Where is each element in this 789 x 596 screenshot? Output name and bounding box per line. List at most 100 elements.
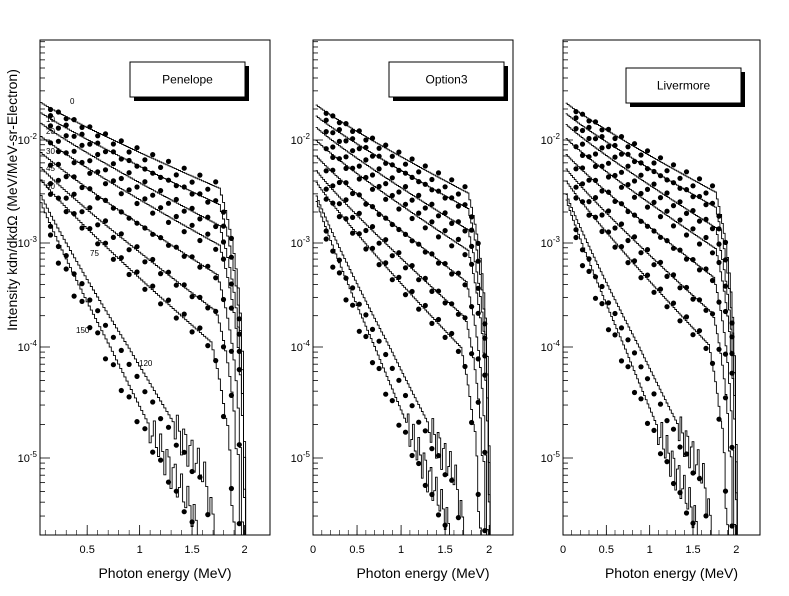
series-line xyxy=(565,168,735,535)
data-point xyxy=(422,428,428,434)
data-point xyxy=(586,118,592,124)
data-point xyxy=(150,283,156,289)
plot-area xyxy=(565,102,738,535)
data-point xyxy=(63,122,69,128)
data-point xyxy=(435,260,442,266)
data-point xyxy=(330,264,336,270)
plot-frame xyxy=(312,39,514,536)
data-point xyxy=(350,136,356,142)
data-point xyxy=(110,141,116,147)
y-tick-exponent: -4 xyxy=(30,339,38,348)
data-point xyxy=(236,442,242,448)
data-point xyxy=(189,519,195,525)
data-point xyxy=(599,301,605,307)
y-tick-label: 10-4 xyxy=(18,339,38,354)
data-point xyxy=(396,189,402,195)
data-point xyxy=(586,268,592,274)
data-point xyxy=(618,169,625,175)
data-point xyxy=(462,184,468,190)
data-point xyxy=(87,226,93,232)
data-point xyxy=(134,145,140,151)
data-point xyxy=(102,356,109,362)
data-point xyxy=(79,131,85,137)
data-point xyxy=(383,351,389,358)
data-point xyxy=(475,258,481,264)
data-point xyxy=(363,201,369,207)
data-point xyxy=(220,256,227,262)
x-tick-label: 0.5 xyxy=(349,544,364,556)
data-point xyxy=(677,217,683,223)
data-point xyxy=(363,333,369,340)
data-point xyxy=(142,179,148,185)
data-point xyxy=(469,261,475,267)
data-point xyxy=(350,128,356,134)
data-point xyxy=(71,174,77,180)
data-point xyxy=(429,187,435,193)
data-point xyxy=(165,424,172,430)
data-point xyxy=(142,225,148,231)
data-point xyxy=(343,154,349,160)
data-point xyxy=(126,170,132,176)
x-tick-label: 0.5 xyxy=(80,544,95,556)
data-point xyxy=(683,314,690,320)
data-point xyxy=(625,237,631,244)
data-point xyxy=(664,418,670,424)
data-point xyxy=(618,184,625,190)
data-point xyxy=(343,138,349,144)
data-point xyxy=(142,286,148,292)
data-point xyxy=(323,129,329,135)
data-point xyxy=(573,166,579,172)
y-tick-label: 10-5 xyxy=(541,450,561,465)
data-point xyxy=(71,271,77,277)
data-point xyxy=(664,238,670,244)
data-point xyxy=(71,211,77,217)
data-point xyxy=(469,351,475,357)
data-point xyxy=(47,106,54,113)
data-point xyxy=(389,192,395,199)
data-point xyxy=(220,223,227,229)
data-point xyxy=(664,177,670,183)
data-point xyxy=(181,208,187,214)
data-point xyxy=(638,218,644,224)
data-point xyxy=(142,196,148,202)
data-point xyxy=(449,330,455,337)
data-point xyxy=(416,192,422,198)
data-point xyxy=(696,476,703,482)
data-point xyxy=(150,256,156,263)
data-point xyxy=(644,223,651,229)
data-point xyxy=(605,144,612,150)
data-point xyxy=(165,242,172,248)
data-point xyxy=(350,165,356,171)
data-point xyxy=(189,222,195,228)
y-tick-exponent: -5 xyxy=(553,450,561,459)
data-point xyxy=(165,158,172,164)
angle-label: 45 xyxy=(46,164,55,173)
data-point xyxy=(220,344,227,350)
data-point xyxy=(228,235,234,241)
data-point xyxy=(63,209,69,215)
data-point xyxy=(363,157,369,163)
data-point xyxy=(55,161,62,167)
data-point xyxy=(189,179,195,185)
data-point xyxy=(363,246,369,252)
data-point xyxy=(690,470,696,476)
data-point xyxy=(409,215,415,222)
data-point xyxy=(455,515,461,521)
data-point xyxy=(376,153,382,159)
data-point xyxy=(657,451,664,457)
data-point xyxy=(638,364,644,370)
data-point xyxy=(690,257,696,263)
data-point xyxy=(102,197,109,203)
data-point xyxy=(126,271,132,278)
data-point xyxy=(670,162,677,168)
data-point xyxy=(323,196,329,202)
data-point xyxy=(79,298,85,304)
data-point xyxy=(350,190,356,197)
x-axis-title: Photon energy (MeV) xyxy=(605,565,738,581)
data-point xyxy=(683,169,690,175)
data-point xyxy=(612,142,618,149)
data-point xyxy=(435,453,442,459)
data-point xyxy=(396,149,402,155)
data-point xyxy=(110,149,116,155)
y-tick-label: 10-5 xyxy=(18,450,38,465)
